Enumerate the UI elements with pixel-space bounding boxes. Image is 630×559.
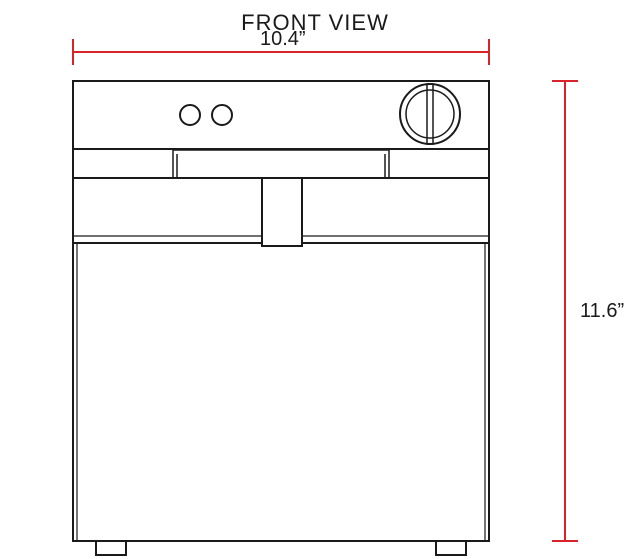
indicator-light-1 [180, 105, 200, 125]
dim-height-label: 11.6” [580, 300, 624, 323]
foot-right [436, 541, 466, 555]
control-knob [400, 84, 460, 144]
recess-slot [173, 150, 389, 178]
diagram-svg [0, 0, 630, 559]
dim-height [552, 81, 578, 541]
view-title: FRONT VIEW [0, 10, 630, 36]
dim-width-label: 10.4” [260, 28, 306, 51]
foot-left [96, 541, 126, 555]
drawer-handle [262, 178, 302, 246]
indicator-light-2 [212, 105, 232, 125]
